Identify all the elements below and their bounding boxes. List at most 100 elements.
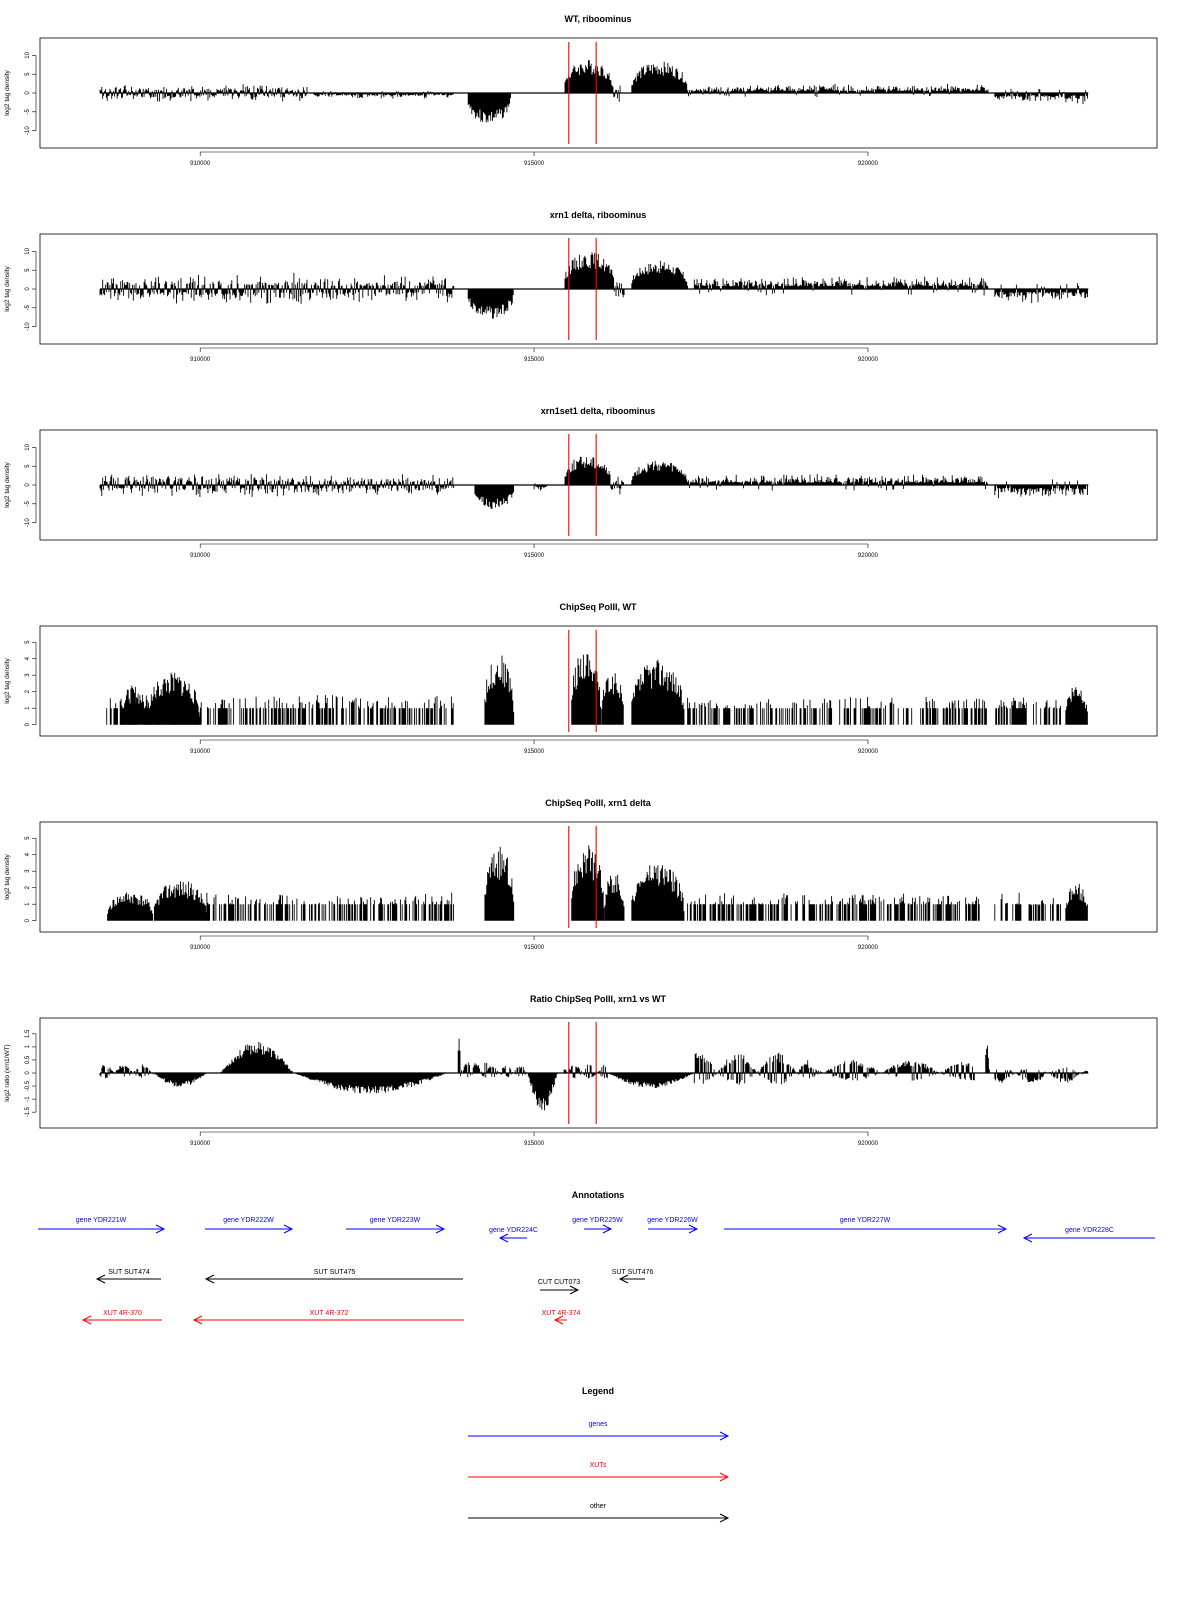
signal-segment <box>107 892 154 921</box>
signal-segment <box>467 289 514 319</box>
arrow-head-icon <box>719 1431 730 1441</box>
annotation-feature: gene YDR224C <box>489 1227 538 1243</box>
signal-segment <box>631 260 689 289</box>
signal-segment <box>571 845 605 921</box>
signal-segment <box>306 474 455 496</box>
y-axis-label: log2 tag density <box>4 69 11 115</box>
arrow-head-icon <box>688 1224 699 1234</box>
y-tick-label: 3 <box>25 869 31 873</box>
signal-segment <box>564 252 615 289</box>
signal-bars <box>99 252 1088 319</box>
x-tick-label: 910000 <box>190 161 211 167</box>
legend-entry: XUTs <box>468 1462 730 1482</box>
annotation-feature: gene YDR227W <box>724 1217 1008 1234</box>
x-tick-label: 920000 <box>858 553 879 559</box>
signal-segment <box>563 1064 608 1079</box>
signal-segment <box>153 1073 208 1087</box>
y-tick-label: 2 <box>25 885 31 889</box>
arrow-head-icon <box>1022 1233 1033 1243</box>
plot-frame <box>39 1017 1158 1129</box>
x-tick-label: 920000 <box>858 357 879 363</box>
annotation-feature: XUT 4R-372 <box>192 1310 464 1325</box>
x-tick-label: 920000 <box>858 1141 879 1147</box>
signal-segment <box>220 1042 294 1073</box>
signal-segment <box>612 85 621 102</box>
x-tick-label: 915000 <box>524 749 545 755</box>
panel-title: xrn1set1 delta, riboominus <box>541 406 656 416</box>
y-tick-label: 1 <box>25 902 31 906</box>
signal-segment <box>601 673 624 725</box>
signal-segment <box>693 1052 809 1085</box>
x-axis: 910000 915000 920000 <box>190 151 879 167</box>
annotation-feature: SUT SUT476 <box>612 1269 653 1284</box>
signal-segment <box>994 1067 1088 1083</box>
panel-title: WT, riboominus <box>565 14 632 24</box>
plot-frame <box>39 821 1158 933</box>
annotation-feature: gene YDR228C <box>1022 1227 1155 1243</box>
signal-segment <box>153 881 208 921</box>
track-panel-5: ChipSeq PolII, xrn1 delta 5 4 3 2 1 0 log2 tag … <box>4 798 1158 951</box>
signal-segment <box>994 892 1061 921</box>
arrow-head-icon <box>192 1315 203 1325</box>
x-tick-label: 910000 <box>190 749 211 755</box>
signal-segment <box>294 1073 448 1094</box>
signal-segment <box>147 672 201 725</box>
signal-bars <box>99 456 1088 509</box>
y-axis: 10 5 0 -5 -10 log2 tag density <box>4 443 37 527</box>
legend-panel: Legend genes XUTs other <box>468 1386 730 1523</box>
y-tick-label: 0 <box>25 1071 31 1075</box>
y-axis: 5 4 3 2 1 0 log2 tag density <box>4 836 37 922</box>
arrow-head-icon <box>204 1274 215 1284</box>
arrow-head-icon <box>155 1224 166 1234</box>
y-tick-label: -10 <box>25 518 31 527</box>
annotation-label: XUT 4R-370 <box>103 1310 142 1317</box>
y-tick-label: 5 <box>25 72 31 76</box>
x-axis: 910000 915000 920000 <box>190 1131 879 1147</box>
annotation-feature: XUT 4R-374 <box>542 1310 580 1325</box>
y-axis-label: log2 tag density <box>4 657 11 703</box>
signal-segment <box>460 1062 488 1078</box>
y-tick-label: 3 <box>25 673 31 677</box>
x-tick-label: 910000 <box>190 553 211 559</box>
annotation-label: gene YDR224C <box>489 1227 538 1234</box>
signal-segment <box>206 892 454 921</box>
signal-segment <box>486 1066 528 1078</box>
annotation-label: gene YDR222W <box>223 1217 274 1224</box>
y-axis: 1.5 1 0.5 0 -0.5 -1 -1.5 log2 ratio (xrn1/WT) <box>4 1029 37 1117</box>
x-tick-label: 920000 <box>858 161 879 167</box>
plot-frame <box>39 37 1158 149</box>
track-panel-4: ChipSeq PolII, WT 5 4 3 2 1 0 log2 tag density 9… <box>4 602 1158 755</box>
signal-segment <box>693 276 989 296</box>
signal-segment <box>613 282 625 298</box>
annotation-feature: XUT 4R-370 <box>81 1310 162 1325</box>
legend-label: other <box>590 1503 607 1510</box>
signal-segment <box>604 874 625 921</box>
signal-segment <box>747 84 989 97</box>
y-tick-label: 10 <box>25 443 31 450</box>
arrow-head-icon <box>81 1315 92 1325</box>
x-tick-label: 915000 <box>524 945 545 951</box>
legend-entry: genes <box>468 1421 730 1441</box>
panel-title: Ratio ChipSeq PolII, xrn1 vs WT <box>530 994 667 1004</box>
y-tick-label: 5 <box>25 640 31 644</box>
signal-segment <box>985 1045 990 1073</box>
y-tick-label: 1.5 <box>25 1029 31 1038</box>
track-panel-2: xrn1 delta, riboominus 10 5 0 -5 -10 log2 tag … <box>4 210 1158 363</box>
annotation-title: Annotations <box>572 1190 625 1200</box>
arrow-head-icon <box>553 1315 564 1325</box>
arrow-head-icon <box>498 1233 509 1243</box>
signal-segment <box>687 86 748 97</box>
arrow-head-icon <box>435 1224 446 1234</box>
signal-segment <box>99 474 308 497</box>
y-axis: 5 4 3 2 1 0 log2 tag density <box>4 640 37 726</box>
y-tick-label: -5 <box>25 108 31 114</box>
y-tick-label: 0 <box>25 287 31 291</box>
annotation-label: gene YDR221W <box>76 1217 127 1224</box>
x-axis: 910000 915000 920000 <box>190 739 879 755</box>
signal-bars <box>106 654 1088 725</box>
annotation-label: gene YDR228C <box>1065 1227 1114 1234</box>
y-tick-label: 0 <box>25 918 31 922</box>
y-tick-label: 4 <box>25 852 31 856</box>
arrow-head-icon <box>283 1224 294 1234</box>
